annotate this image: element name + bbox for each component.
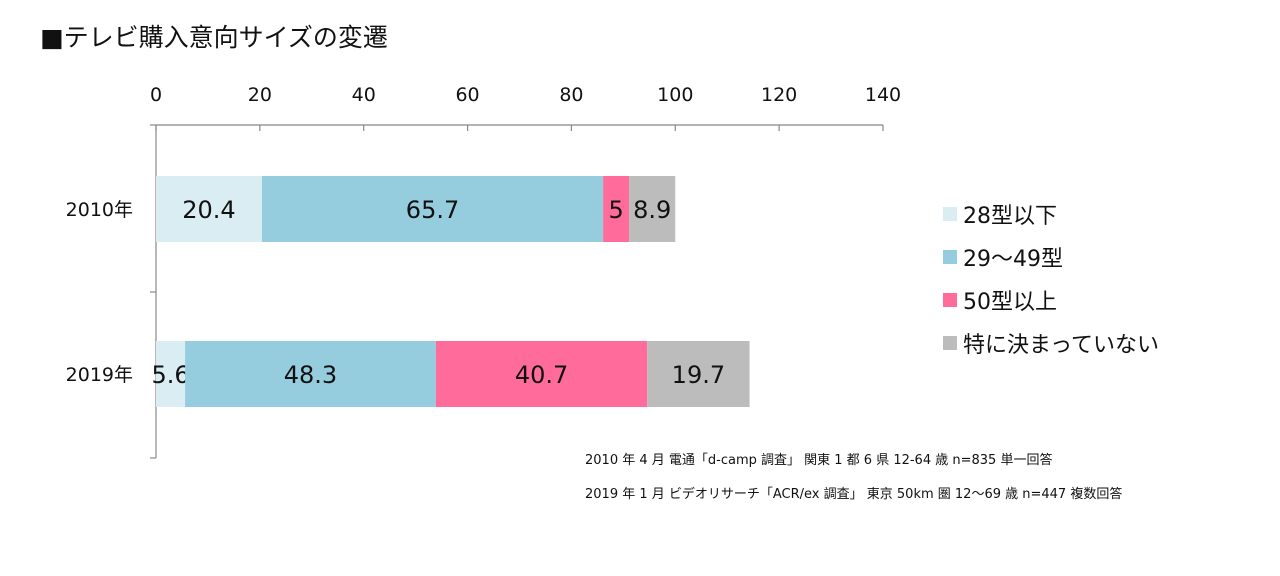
data-label: 48.3 (284, 361, 337, 389)
x-tick-label: 140 (865, 84, 901, 106)
legend-swatch (943, 249, 957, 264)
data-label: 40.7 (515, 361, 568, 389)
legend-label: 29～49型 (963, 246, 1063, 272)
data-label: 5 (608, 196, 623, 224)
chart-title: ■テレビ購入意向サイズの変遷 (40, 23, 388, 52)
bar-segment (156, 176, 262, 242)
legend-label: 28型以下 (963, 203, 1057, 229)
legend-item: 特に決まっていない (943, 321, 1159, 364)
category-label: 2019年 (66, 364, 133, 386)
bar-segment (629, 176, 676, 242)
x-tick-label: 60 (455, 84, 479, 106)
data-label: 65.7 (406, 196, 459, 224)
x-tick-label: 80 (559, 84, 583, 106)
legend-item: 29～49型 (943, 235, 1159, 278)
data-label: 5.6 (151, 361, 189, 389)
bar-segment (185, 341, 436, 407)
source-notes: 2010 年 4 月 電通「d-camp 調査」 関東 1 都 6 県 12-6… (585, 444, 1122, 512)
bar-segment (603, 176, 630, 242)
data-label: 8.9 (633, 196, 671, 224)
x-tick-label: 120 (761, 84, 797, 106)
bar-segment (647, 341, 750, 407)
source-note-2019: 2019 年 1 月 ビデオリサーチ「ACR/ex 調査」 東京 50km 圏 … (585, 487, 1123, 502)
legend: 28型以下 29～49型 50型以上特に決まっていない (943, 192, 1159, 364)
x-tick-label: 40 (352, 84, 376, 106)
bar-segment (435, 341, 648, 407)
bar-segment (156, 341, 186, 407)
legend-label: 特に決まっていない (963, 332, 1160, 358)
x-tick-label: 100 (657, 84, 693, 106)
x-tick-label: 0 (150, 84, 162, 106)
legend-swatch (943, 206, 957, 221)
legend-item: 28型以下 (943, 192, 1159, 235)
legend-item: 50型以上 (943, 278, 1159, 321)
legend-swatch (943, 292, 957, 307)
legend-label: 50型以上 (963, 289, 1057, 315)
data-label: 19.7 (672, 361, 725, 389)
bar-segment (261, 176, 604, 242)
legend-swatch (943, 335, 957, 350)
x-tick-label: 20 (248, 84, 272, 106)
category-label: 2010年 (66, 199, 133, 221)
data-label: 20.4 (182, 196, 235, 224)
source-note-2010: 2010 年 4 月 電通「d-camp 調査」 関東 1 都 6 県 12-6… (585, 453, 1053, 468)
